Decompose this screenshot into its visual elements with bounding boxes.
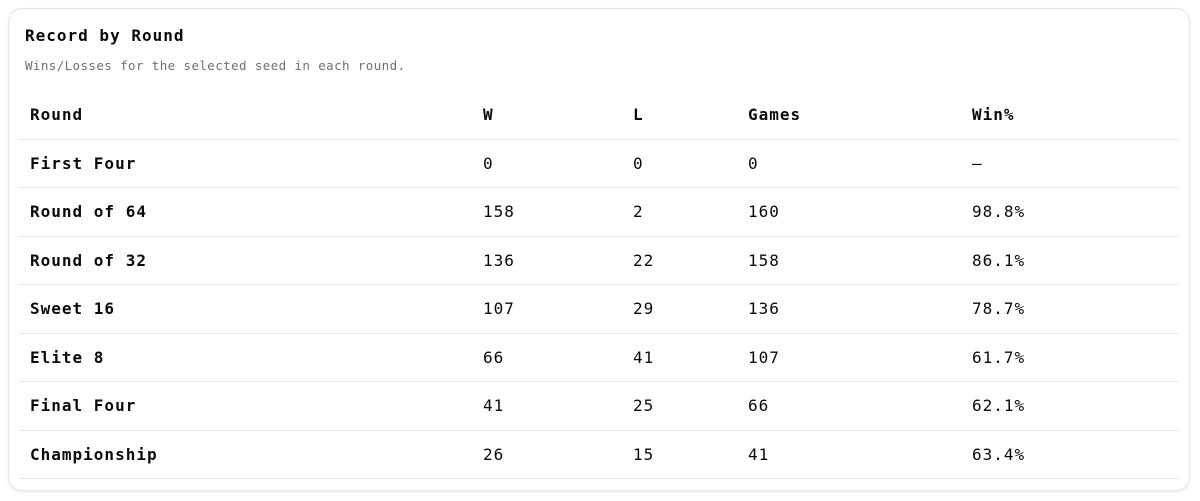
cell-round-name: First Four [20, 139, 473, 188]
table-row: Championship 26 15 41 63.4% [20, 430, 1178, 479]
cell-win-pct: 63.4% [962, 430, 1178, 479]
column-header-round: Round [20, 91, 473, 140]
cell-games: 107 [738, 333, 962, 382]
cell-round-name: Final Four [20, 381, 473, 431]
cell-games: 158 [738, 236, 962, 285]
column-header-win-pct: Win% [962, 91, 1178, 140]
cell-wins: 0 [473, 139, 623, 188]
column-header-losses: L [623, 91, 738, 140]
record-by-round-card: Record by Round Wins/Losses for the sele… [8, 8, 1190, 491]
cell-games: 66 [738, 381, 962, 431]
table-row: Elite 8 66 41 107 61.7% [20, 333, 1178, 382]
cell-wins: 66 [473, 333, 623, 382]
cell-losses: 29 [623, 284, 738, 334]
cell-wins: 41 [473, 381, 623, 431]
cell-losses: 2 [623, 187, 738, 237]
cell-games: 160 [738, 187, 962, 237]
cell-round-name: Sweet 16 [20, 284, 473, 334]
table-row: Sweet 16 107 29 136 78.7% [20, 284, 1178, 334]
cell-win-pct: 78.7% [962, 284, 1178, 334]
page-title: Record by Round [25, 26, 185, 45]
table-row: Final Four 41 25 66 62.1% [20, 381, 1178, 431]
cell-losses: 15 [623, 430, 738, 479]
cell-win-pct: — [962, 139, 1178, 188]
cell-round-name: Elite 8 [20, 333, 473, 382]
column-header-wins: W [473, 91, 623, 140]
cell-games: 136 [738, 284, 962, 334]
cell-wins: 107 [473, 284, 623, 334]
cell-games: 0 [738, 139, 962, 188]
cell-round-name: Championship [20, 430, 473, 479]
cell-round-name: Round of 64 [20, 187, 473, 237]
record-table: Round W L Games Win% First Four 0 0 0 — … [20, 91, 1178, 479]
cell-round-name: Round of 32 [20, 236, 473, 285]
table-row: Round of 32 136 22 158 86.1% [20, 236, 1178, 285]
cell-losses: 41 [623, 333, 738, 382]
cell-losses: 22 [623, 236, 738, 285]
cell-losses: 0 [623, 139, 738, 188]
card-header: Record by Round Wins/Losses for the sele… [9, 9, 1189, 74]
cell-wins: 136 [473, 236, 623, 285]
cell-win-pct: 62.1% [962, 381, 1178, 431]
cell-win-pct: 86.1% [962, 236, 1178, 285]
cell-wins: 158 [473, 187, 623, 237]
cell-win-pct: 98.8% [962, 187, 1178, 237]
table-row: Round of 64 158 2 160 98.8% [20, 187, 1178, 237]
table-row: First Four 0 0 0 — [20, 139, 1178, 188]
cell-win-pct: 61.7% [962, 333, 1178, 382]
cell-losses: 25 [623, 381, 738, 431]
card-subtitle: Wins/Losses for the selected seed in eac… [25, 58, 406, 73]
column-header-games: Games [738, 91, 962, 140]
cell-wins: 26 [473, 430, 623, 479]
table-container: Round W L Games Win% First Four 0 0 0 — … [20, 91, 1178, 479]
table-header-row: Round W L Games Win% [20, 91, 1178, 140]
cell-games: 41 [738, 430, 962, 479]
